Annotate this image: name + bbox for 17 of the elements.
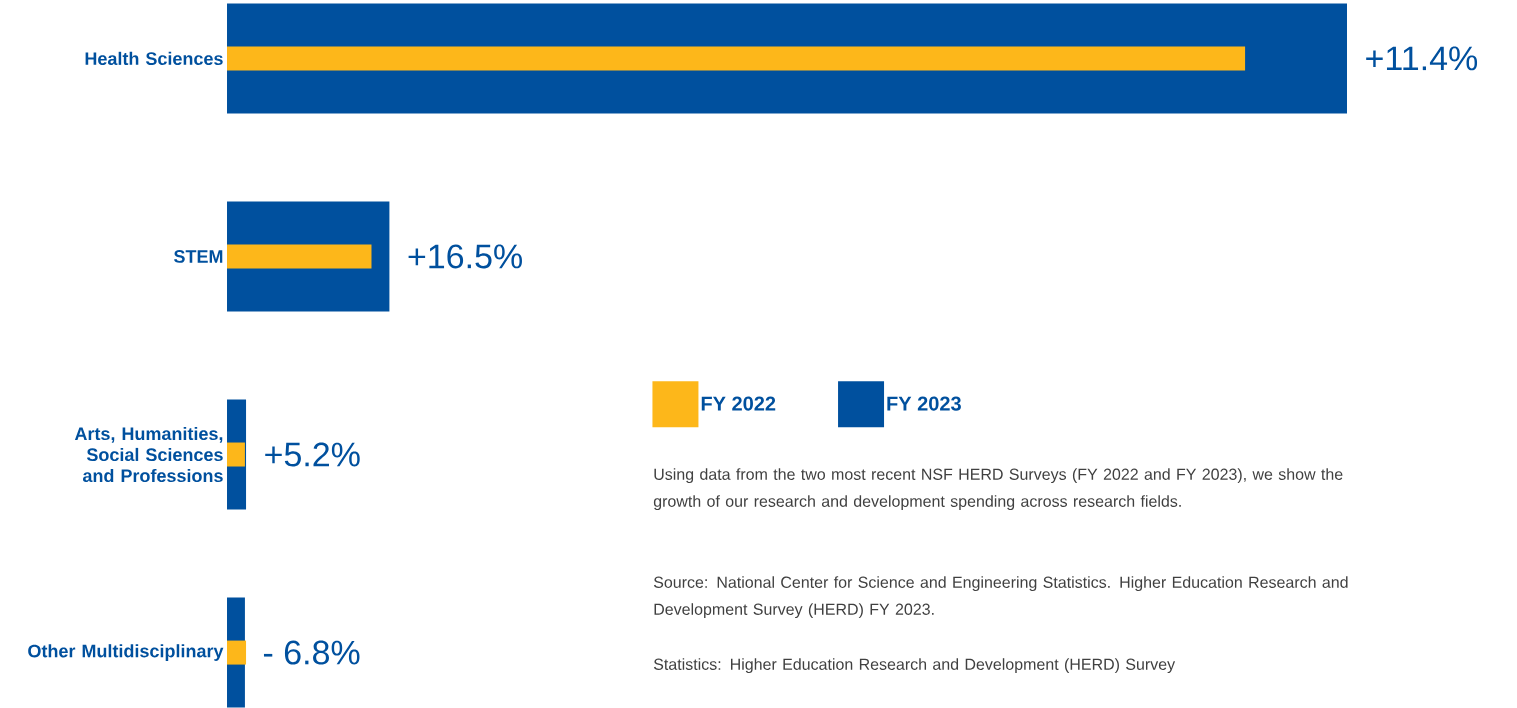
annotation: Source: National Center for Science and Engineering Statistics. Higher Education Research and Development Survey (HERD) FY 2023. [653, 576, 1348, 619]
bar [227, 442, 245, 467]
y-tick-label: Health Sciences [85, 51, 223, 66]
annotation: +16.5% [408, 244, 522, 269]
bar [227, 46, 1246, 71]
y-tick-label: Other Multidisciplinary [28, 644, 224, 661]
y-tick-label: STEM [173, 250, 223, 263]
bar [227, 244, 372, 269]
annotation: - 6.8% [263, 640, 360, 665]
annotation: Statistics: Higher Education Research and Development (HERD) Survey [653, 658, 1176, 674]
legend-label: FY 2022 [701, 396, 776, 411]
annotation: +11.4% [1366, 46, 1478, 71]
bar [227, 640, 247, 665]
y-tick-label: Arts, Humanities, Social Sciences and Professions [74, 426, 223, 483]
annotation: Using data from the two most recent NSF HERD Surveys (FY 2022 and FY 2023), we show the growth of our research and development spending across research fields. [653, 468, 1343, 511]
legend-label: FY 2023 [887, 396, 961, 411]
annotation: +5.2% [265, 442, 360, 467]
